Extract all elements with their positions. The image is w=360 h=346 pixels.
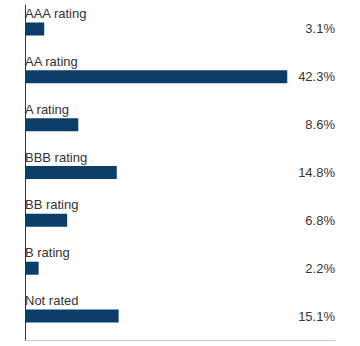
svg-text:A rating: A rating xyxy=(25,102,69,117)
svg-text:BBB rating: BBB rating xyxy=(25,150,87,165)
svg-text:8.6%: 8.6% xyxy=(305,117,335,132)
svg-text:3.1%: 3.1% xyxy=(305,21,335,36)
svg-text:6.8%: 6.8% xyxy=(305,213,335,228)
svg-text:Not rated: Not rated xyxy=(25,293,78,308)
svg-text:15.1%: 15.1% xyxy=(298,309,335,324)
svg-text:BB rating: BB rating xyxy=(25,197,78,212)
svg-text:2.2%: 2.2% xyxy=(305,261,335,276)
svg-text:42.3%: 42.3% xyxy=(298,69,335,84)
svg-text:B rating: B rating xyxy=(25,245,70,260)
svg-text:14.8%: 14.8% xyxy=(298,165,335,180)
svg-text:AA rating: AA rating xyxy=(25,54,78,69)
svg-text:AAA rating: AAA rating xyxy=(25,6,86,21)
